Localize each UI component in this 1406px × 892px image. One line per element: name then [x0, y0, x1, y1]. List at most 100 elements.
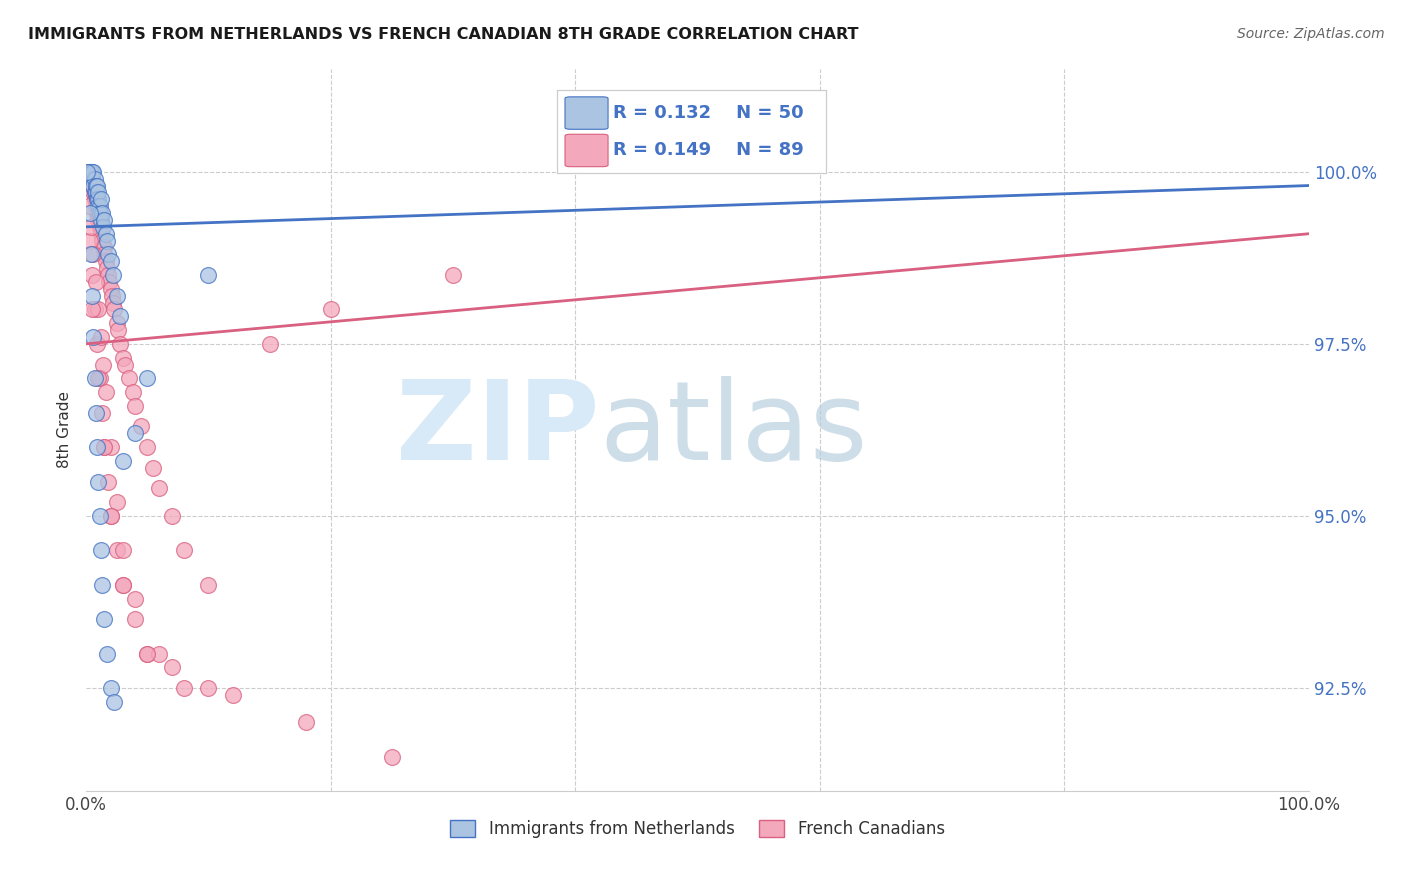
Point: [101, 268, 124, 282]
Point: [80, 165, 103, 179]
Point: [82, 171, 104, 186]
Point: [222, 688, 245, 702]
Text: IMMIGRANTS FROM NETHERLANDS VS FRENCH CANADIAN 8TH GRADE CORRELATION CHART: IMMIGRANTS FROM NETHERLANDS VS FRENCH CA…: [28, 27, 859, 42]
Point: [91, 358, 114, 372]
Point: [103, 695, 125, 709]
Point: [86, 206, 108, 220]
Point: [142, 460, 165, 475]
Point: [87, 206, 110, 220]
Point: [79, 234, 101, 248]
Point: [90, 219, 112, 234]
Point: [381, 749, 404, 764]
Point: [259, 336, 281, 351]
Point: [80, 219, 103, 234]
Point: [89, 206, 111, 220]
Point: [76, 165, 98, 179]
Text: atlas: atlas: [600, 376, 869, 483]
Text: Source: ZipAtlas.com: Source: ZipAtlas.com: [1237, 27, 1385, 41]
Point: [90, 213, 112, 227]
Point: [82, 165, 104, 179]
Point: [319, 302, 342, 317]
Point: [79, 165, 101, 179]
Point: [111, 454, 134, 468]
Point: [441, 268, 464, 282]
Point: [160, 508, 183, 523]
Text: ZIP: ZIP: [396, 376, 600, 483]
Point: [80, 165, 103, 179]
Point: [101, 295, 124, 310]
Point: [82, 186, 104, 200]
Point: [82, 268, 104, 282]
Point: [97, 268, 120, 282]
Point: [124, 426, 146, 441]
Point: [103, 302, 125, 317]
Point: [114, 358, 136, 372]
Point: [84, 186, 107, 200]
Point: [197, 268, 219, 282]
Point: [87, 213, 110, 227]
Point: [90, 543, 112, 558]
Point: [98, 275, 121, 289]
Point: [94, 385, 117, 400]
Point: [173, 681, 195, 695]
Point: [79, 206, 101, 220]
Point: [87, 302, 110, 317]
Point: [93, 213, 115, 227]
Point: [79, 165, 101, 179]
Point: [86, 440, 108, 454]
Point: [90, 227, 112, 241]
Point: [86, 192, 108, 206]
Point: [197, 578, 219, 592]
Point: [82, 165, 104, 179]
Point: [80, 171, 103, 186]
Point: [89, 219, 111, 234]
Point: [105, 495, 128, 509]
Point: [110, 310, 132, 324]
Point: [111, 578, 134, 592]
Point: [136, 647, 159, 661]
Point: [136, 440, 159, 454]
Point: [91, 406, 114, 420]
Point: [83, 186, 105, 200]
Point: [91, 240, 114, 254]
Legend: Immigrants from Netherlands, French Canadians: Immigrants from Netherlands, French Cana…: [443, 813, 952, 845]
Point: [82, 178, 104, 193]
Point: [82, 302, 104, 317]
Point: [77, 165, 100, 179]
Point: [94, 254, 117, 268]
Point: [105, 288, 128, 302]
Point: [93, 247, 115, 261]
Point: [97, 247, 120, 261]
Point: [110, 336, 132, 351]
Point: [76, 165, 98, 179]
Point: [83, 192, 105, 206]
Point: [82, 171, 104, 186]
Point: [173, 543, 195, 558]
Point: [96, 234, 118, 248]
Point: [82, 330, 104, 344]
Point: [100, 254, 122, 268]
Point: [84, 178, 107, 193]
Point: [91, 234, 114, 248]
Point: [105, 543, 128, 558]
Point: [111, 578, 134, 592]
Point: [90, 192, 112, 206]
Point: [87, 371, 110, 385]
Point: [160, 660, 183, 674]
Point: [91, 578, 114, 592]
Point: [84, 192, 107, 206]
Point: [148, 647, 170, 661]
Point: [89, 371, 111, 385]
Point: [77, 165, 100, 179]
Point: [89, 213, 111, 227]
Point: [100, 681, 122, 695]
Point: [100, 508, 122, 523]
Point: [84, 406, 107, 420]
Point: [96, 261, 118, 276]
Point: [83, 302, 105, 317]
Point: [87, 192, 110, 206]
Point: [100, 288, 122, 302]
Point: [93, 440, 115, 454]
Point: [100, 282, 122, 296]
Point: [100, 440, 122, 454]
